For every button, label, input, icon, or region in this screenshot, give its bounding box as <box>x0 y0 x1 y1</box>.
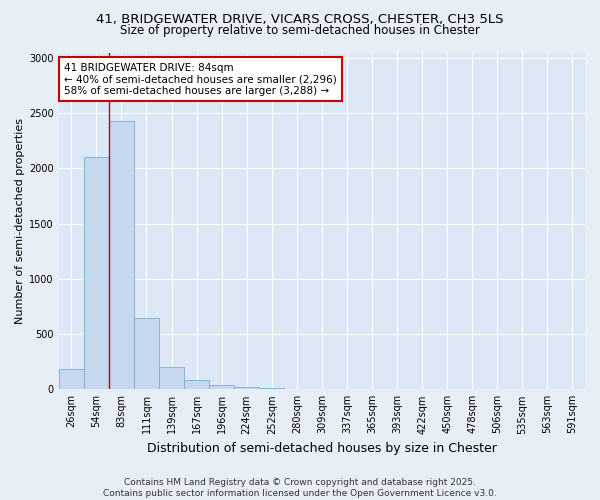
Bar <box>109 121 134 390</box>
Bar <box>209 386 234 390</box>
Text: 41, BRIDGEWATER DRIVE, VICARS CROSS, CHESTER, CH3 5LS: 41, BRIDGEWATER DRIVE, VICARS CROSS, CHE… <box>96 12 504 26</box>
Bar <box>259 388 284 390</box>
Text: Contains HM Land Registry data © Crown copyright and database right 2025.
Contai: Contains HM Land Registry data © Crown c… <box>103 478 497 498</box>
Bar <box>234 387 259 390</box>
Bar <box>59 369 84 390</box>
Bar <box>134 318 159 390</box>
Bar <box>84 158 109 390</box>
Bar <box>184 380 209 390</box>
Text: 41 BRIDGEWATER DRIVE: 84sqm
← 40% of semi-detached houses are smaller (2,296)
58: 41 BRIDGEWATER DRIVE: 84sqm ← 40% of sem… <box>64 62 337 96</box>
Y-axis label: Number of semi-detached properties: Number of semi-detached properties <box>15 118 25 324</box>
Bar <box>159 367 184 390</box>
X-axis label: Distribution of semi-detached houses by size in Chester: Distribution of semi-detached houses by … <box>147 442 497 455</box>
Text: Size of property relative to semi-detached houses in Chester: Size of property relative to semi-detach… <box>120 24 480 37</box>
Bar <box>284 389 310 390</box>
